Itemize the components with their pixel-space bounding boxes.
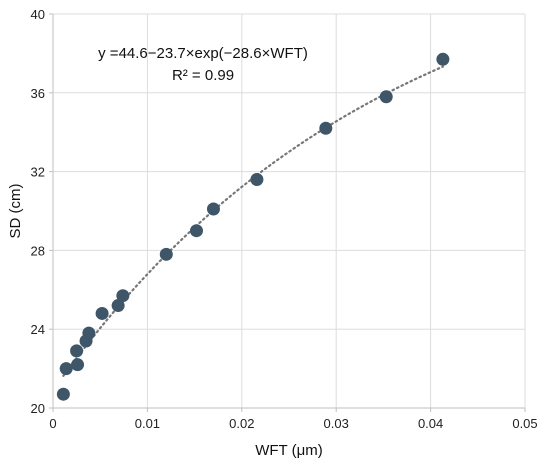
x-tick-label: 0.05 — [512, 416, 537, 431]
y-tick-label: 32 — [31, 165, 45, 180]
axes — [49, 13, 526, 412]
data-point — [436, 52, 450, 66]
y-tick-label: 20 — [31, 401, 45, 416]
data-point — [159, 247, 173, 261]
x-tick-label: 0.02 — [229, 416, 254, 431]
fit-equation: y =44.6−23.7×exp(−28.6×WFT) — [98, 45, 308, 62]
data-point — [70, 344, 84, 358]
data-point — [82, 326, 96, 340]
data-point — [319, 121, 333, 135]
y-tick-label: 24 — [31, 322, 45, 337]
grid-lines — [53, 13, 526, 408]
x-tick-label: 0 — [49, 416, 56, 431]
data-point — [71, 358, 85, 372]
data-point — [111, 299, 125, 313]
data-points — [56, 52, 450, 401]
y-tick-label: 40 — [31, 7, 45, 22]
data-point — [56, 387, 70, 401]
data-point — [379, 90, 393, 104]
x-tick-label: 0.03 — [324, 416, 349, 431]
data-point — [59, 362, 73, 376]
tick-labels: 0 0.01 0.02 0.03 0.04 0.05 20 24 28 32 36 40 — [31, 7, 538, 431]
y-tick-label: 28 — [31, 243, 45, 258]
x-tick-label: 0.01 — [135, 416, 160, 431]
y-axis-title: SD (cm) — [7, 184, 24, 239]
data-point — [250, 172, 264, 186]
y-tick-label: 36 — [31, 86, 45, 101]
data-point — [206, 202, 220, 216]
r-squared-label: R² = 0.99 — [172, 67, 234, 84]
plot-area — [53, 14, 525, 408]
data-point — [116, 289, 130, 303]
data-point — [189, 224, 203, 238]
x-axis-title: WFT (μm) — [255, 442, 323, 459]
data-point — [95, 306, 109, 320]
x-tick-label: 0.04 — [418, 416, 443, 431]
